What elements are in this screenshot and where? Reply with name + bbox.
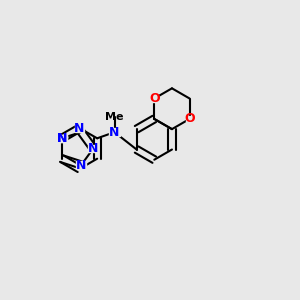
Text: Me: Me bbox=[105, 112, 124, 122]
Text: N: N bbox=[74, 122, 85, 135]
Text: N: N bbox=[76, 158, 86, 172]
Text: O: O bbox=[184, 112, 195, 125]
Text: O: O bbox=[149, 92, 160, 105]
Bar bbox=[57, 134, 67, 142]
Text: N: N bbox=[57, 132, 67, 145]
Bar bbox=[186, 116, 194, 122]
Text: N: N bbox=[88, 142, 98, 155]
Bar bbox=[57, 134, 67, 142]
Bar bbox=[75, 124, 84, 132]
Bar bbox=[88, 145, 98, 152]
Bar bbox=[76, 161, 86, 169]
Text: N: N bbox=[109, 126, 120, 139]
Bar bbox=[109, 128, 120, 136]
Text: N: N bbox=[57, 132, 67, 145]
Bar bbox=[151, 95, 158, 102]
